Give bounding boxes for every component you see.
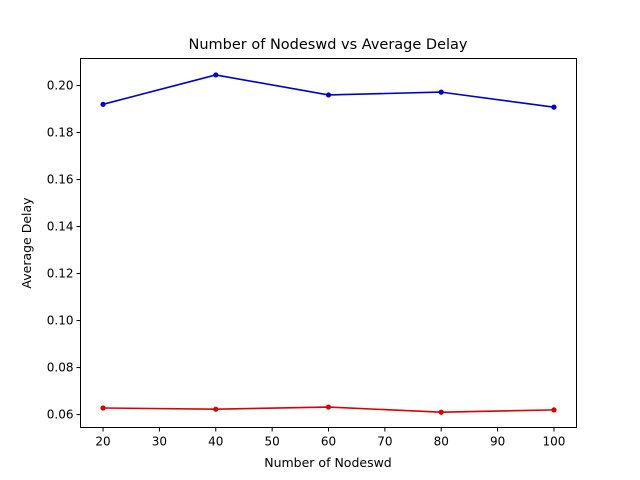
series-2 xyxy=(100,404,557,415)
y-tick-label: 0.06 xyxy=(47,408,74,422)
y-tick-label: 0.18 xyxy=(47,126,74,140)
series-1-point xyxy=(438,89,444,95)
series-1 xyxy=(100,72,557,110)
y-tick-label: 0.10 xyxy=(47,314,74,328)
series-2-point xyxy=(551,407,557,413)
y-tick-label: 0.14 xyxy=(47,220,74,234)
x-axis-label: Number of Nodeswd xyxy=(264,455,392,470)
series-2-point xyxy=(213,406,219,412)
series-2-point xyxy=(325,404,332,410)
y-axis: 0.06 0.08 0.10 0.12 0.14 0.16 0.18 0.20 xyxy=(47,79,81,422)
x-tick-label: 90 xyxy=(490,435,505,449)
x-axis: 20 30 40 50 60 70 80 90 100 xyxy=(95,427,566,449)
plot-area xyxy=(100,72,557,415)
x-tick-label: 100 xyxy=(543,435,566,449)
series-1-line xyxy=(102,74,555,108)
y-tick-label: 0.08 xyxy=(47,361,74,375)
plot-frame xyxy=(80,58,577,428)
chart-title: Number of Nodeswd vs Average Delay xyxy=(189,37,468,53)
x-tick-label: 50 xyxy=(264,435,279,449)
y-tick-label: 0.20 xyxy=(47,79,74,93)
x-tick-label: 20 xyxy=(95,435,110,449)
y-tick-label: 0.16 xyxy=(47,173,74,187)
series-2-point xyxy=(100,405,106,411)
series-1-point xyxy=(100,101,106,107)
series-1-point xyxy=(325,92,332,98)
y-axis-label: Average Delay xyxy=(19,197,34,289)
series-1-point xyxy=(213,72,219,78)
series-1-point xyxy=(551,104,557,110)
x-tick-label: 80 xyxy=(434,435,449,449)
x-tick-label: 30 xyxy=(152,435,167,449)
y-tick-label: 0.12 xyxy=(47,267,74,281)
x-tick-label: 70 xyxy=(377,435,392,449)
series-2-point xyxy=(438,409,444,415)
x-tick-label: 60 xyxy=(321,435,336,449)
x-tick-label: 40 xyxy=(208,435,223,449)
